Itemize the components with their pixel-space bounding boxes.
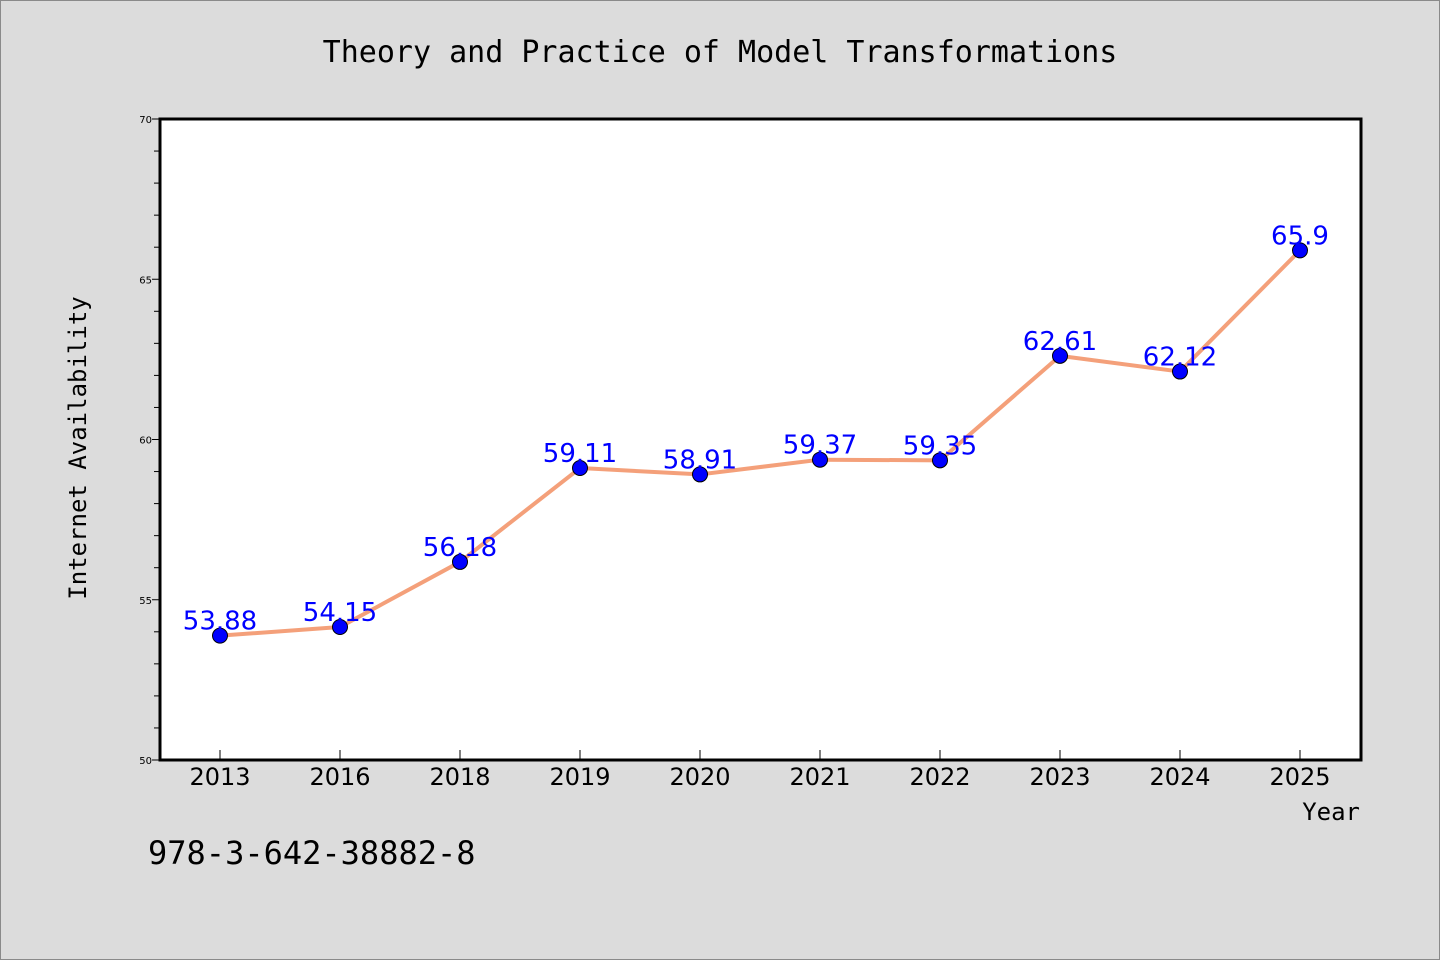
data-label: 56.18 bbox=[423, 533, 497, 563]
data-label: 54.15 bbox=[303, 598, 377, 628]
data-point bbox=[452, 553, 468, 570]
data-point bbox=[1172, 363, 1188, 380]
chart-title: Theory and Practice of Model Transformat… bbox=[323, 35, 1118, 70]
data-point bbox=[572, 460, 588, 477]
x-tick-label: 2020 bbox=[669, 763, 730, 791]
x-tick-label: 2022 bbox=[909, 763, 970, 791]
data-point bbox=[932, 452, 948, 469]
isbn-annotation: 978-3-642-38882-8 bbox=[148, 834, 476, 872]
y-tick-label: 50 bbox=[139, 756, 152, 767]
series-line-group bbox=[212, 242, 1308, 644]
data-label: 59.35 bbox=[903, 431, 977, 461]
plot-area bbox=[158, 117, 1363, 762]
x-tick-label: 2023 bbox=[1029, 763, 1090, 791]
x-tick-label: 2019 bbox=[549, 763, 610, 791]
x-axis: 2013 2016 2018 2019 2020 2021 2022 2023 2024 2025 bbox=[189, 750, 1331, 791]
x-tick-label: 2018 bbox=[429, 763, 490, 791]
data-point bbox=[1292, 242, 1308, 259]
data-label-group: 53.88 54.15 56.18 59.11 58.91 59.37 59.35 62.61… bbox=[183, 221, 1329, 636]
data-label: 62.61 bbox=[1023, 327, 1097, 357]
data-point bbox=[332, 618, 348, 635]
y-axis-label: Internet Availability bbox=[64, 296, 92, 599]
data-label: 58.91 bbox=[663, 445, 737, 475]
y-tick-label: 55 bbox=[139, 596, 152, 607]
data-label: 65.9 bbox=[1271, 221, 1329, 251]
x-tick-label: 2013 bbox=[189, 763, 250, 791]
data-point bbox=[812, 451, 828, 468]
data-label: 53.88 bbox=[183, 607, 257, 637]
data-label: 59.37 bbox=[783, 431, 857, 461]
x-tick-label: 2016 bbox=[309, 763, 370, 791]
x-tick-label: 2021 bbox=[789, 763, 850, 791]
x-tick-label: 2024 bbox=[1149, 763, 1210, 791]
y-tick-label: 70 bbox=[139, 115, 152, 126]
data-point bbox=[212, 627, 228, 644]
x-axis-label: Year bbox=[1302, 798, 1360, 826]
x-tick-label: 2025 bbox=[1269, 763, 1330, 791]
y-axis: 50 55 60 65 70 bbox=[139, 115, 160, 767]
data-label: 59.11 bbox=[543, 439, 617, 469]
y-tick-label: 65 bbox=[139, 275, 152, 286]
data-point bbox=[692, 466, 708, 483]
y-tick-label: 60 bbox=[139, 436, 152, 447]
data-label: 62.12 bbox=[1143, 343, 1217, 373]
data-point bbox=[1052, 347, 1068, 364]
series-line bbox=[219, 248, 1302, 638]
